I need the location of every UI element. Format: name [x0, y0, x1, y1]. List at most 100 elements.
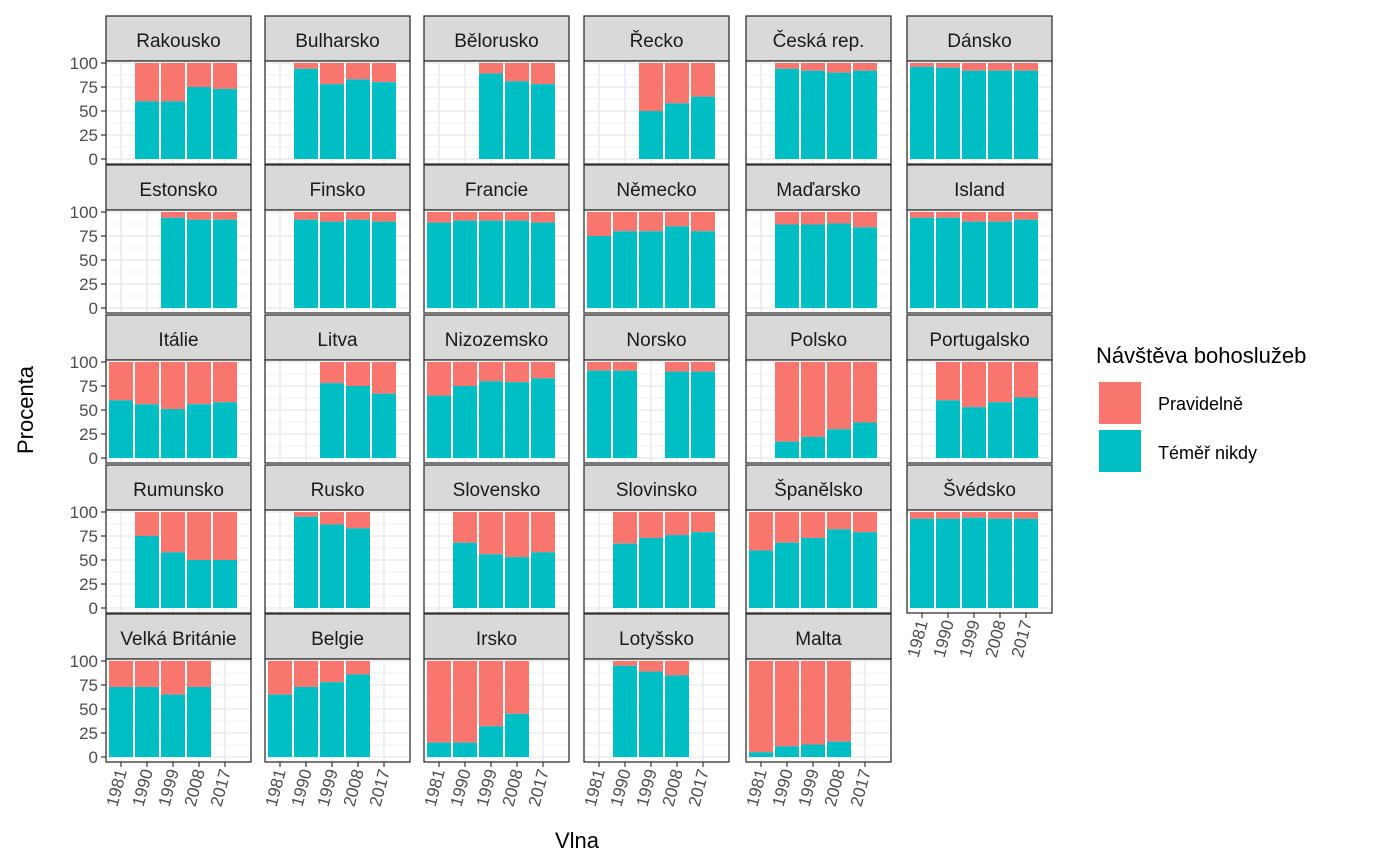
bar-never	[187, 686, 211, 757]
legend-label-never: Téměř nikdy	[1158, 443, 1257, 463]
bar-never	[161, 694, 185, 757]
bar-never	[161, 217, 185, 308]
facet-title: Polsko	[790, 330, 847, 351]
bar-regular	[691, 63, 715, 97]
bar-regular	[531, 212, 555, 223]
bar-never	[613, 665, 637, 757]
bar-never	[505, 220, 529, 308]
bar-never	[320, 383, 344, 458]
panel-border	[264, 509, 411, 614]
x-tick-label: 1990	[447, 767, 475, 808]
facet-title: Island	[954, 180, 1005, 201]
x-tick-label: 2008	[340, 767, 368, 808]
facet-strip	[105, 613, 252, 660]
bar-never	[161, 552, 185, 608]
bar-regular	[910, 512, 934, 519]
bar-never	[213, 560, 237, 608]
y-tick-label: 25	[79, 724, 98, 743]
bar-regular	[853, 512, 877, 533]
bar-regular	[505, 63, 529, 82]
facet-panel: Rumunsko 0 25 50 75 100	[70, 464, 252, 618]
bar-regular	[372, 63, 396, 83]
panel-border	[264, 209, 411, 314]
bar-never	[505, 713, 529, 757]
facet-strip	[745, 464, 892, 511]
facet-strip	[423, 164, 570, 211]
bar-never	[427, 222, 451, 308]
bar-regular	[827, 362, 851, 430]
panel-border	[906, 509, 1053, 614]
bar-never	[988, 518, 1012, 608]
facet-title: Finsko	[310, 180, 366, 201]
bar-regular	[320, 661, 344, 683]
facet-title: Švédsko	[943, 479, 1016, 501]
bar-never	[294, 516, 318, 608]
x-tick-label: 1999	[633, 767, 661, 808]
bar-never	[479, 554, 503, 608]
panel-border	[745, 209, 892, 314]
bar-never	[587, 370, 611, 458]
facet-panel: Česká rep.	[745, 15, 892, 165]
legend-key-regular	[1099, 382, 1141, 424]
bar-never	[691, 371, 715, 458]
bar-never	[936, 518, 960, 608]
bar-regular	[346, 512, 370, 529]
facet-strip	[423, 314, 570, 361]
panel-border	[745, 359, 892, 464]
bar-regular	[665, 661, 689, 676]
bar-regular	[988, 362, 1012, 403]
bar-regular	[962, 362, 986, 408]
bar-never	[613, 370, 637, 458]
bar-never	[827, 429, 851, 458]
bar-regular	[801, 212, 825, 225]
facet-panel: Bulharsko	[264, 15, 411, 165]
bar-never	[988, 70, 1012, 159]
panel-border	[423, 60, 570, 165]
facet-panel: Itálie 0 25 50 75 100	[70, 314, 252, 468]
x-tick-label: 2017	[847, 767, 875, 808]
bar-regular	[936, 63, 960, 68]
facet-title: Slovinsko	[616, 480, 697, 501]
bar-never	[801, 436, 825, 458]
bar-regular	[853, 63, 877, 71]
bar-never	[453, 542, 477, 608]
x-tick-label: 2008	[982, 618, 1010, 659]
panel-border	[745, 509, 892, 614]
bar-never	[505, 81, 529, 159]
x-tick-label: 1999	[956, 618, 984, 659]
bar-regular	[613, 212, 637, 232]
x-axis-title: Vlna	[555, 828, 600, 853]
bar-regular	[613, 362, 637, 371]
y-tick-label: 0	[89, 150, 98, 169]
y-tick-label: 75	[79, 676, 98, 695]
bar-never	[936, 217, 960, 308]
bar-regular	[962, 63, 986, 71]
bar-never	[1014, 518, 1038, 608]
bar-regular	[988, 63, 1012, 71]
panel-border	[583, 359, 730, 464]
bar-never	[801, 537, 825, 608]
facet-title: Irsko	[476, 629, 517, 650]
bar-regular	[479, 212, 503, 221]
bar-never	[427, 742, 451, 757]
facet-strip	[906, 464, 1053, 511]
bar-never	[135, 404, 159, 458]
bar-regular	[531, 63, 555, 85]
bar-never	[453, 220, 477, 308]
facet-panel: Bělorusko	[423, 15, 570, 165]
bar-regular	[320, 512, 344, 525]
x-tick-label: 2008	[181, 767, 209, 808]
bar-never	[161, 409, 185, 458]
x-tick-label: 1990	[129, 767, 157, 808]
bar-regular	[109, 661, 133, 687]
bar-regular	[187, 512, 211, 560]
bar-never	[853, 227, 877, 308]
facet-title: Dánsko	[947, 31, 1011, 52]
bar-regular	[827, 212, 851, 224]
bar-never	[639, 537, 663, 608]
bar-never	[453, 742, 477, 757]
bar-regular	[453, 661, 477, 743]
panel-border	[423, 359, 570, 464]
bar-never	[775, 224, 799, 308]
x-tick-label: 2017	[366, 767, 394, 808]
